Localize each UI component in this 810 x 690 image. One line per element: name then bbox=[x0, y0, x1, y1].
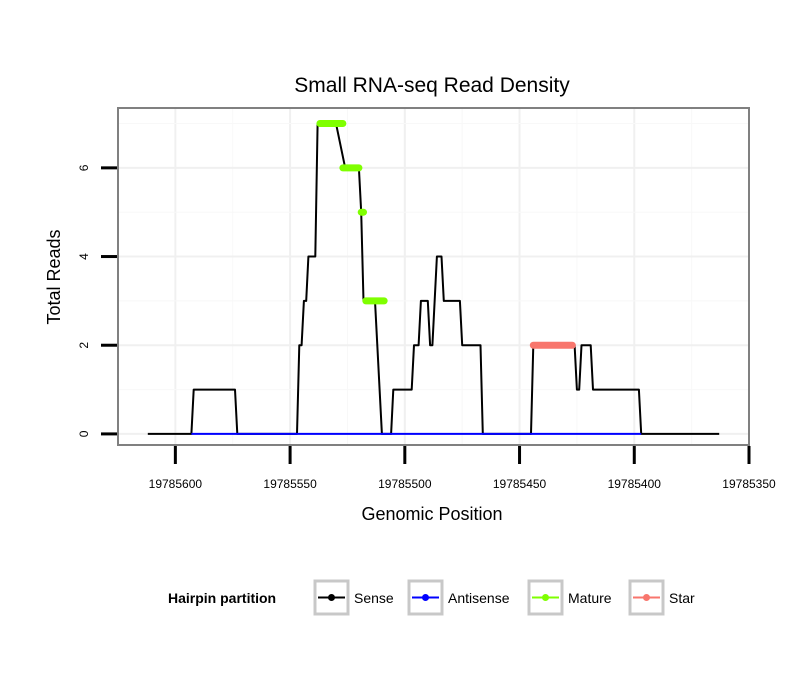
y-axis: 0 2 4 6 bbox=[77, 164, 117, 437]
legend-key-point bbox=[328, 594, 335, 601]
y-axis-title: Total Reads bbox=[44, 229, 64, 324]
y-tick-label: 2 bbox=[77, 342, 91, 349]
x-tick-label: 19785350 bbox=[722, 477, 776, 491]
plot-border bbox=[117, 107, 750, 446]
x-tick-label: 19785550 bbox=[263, 477, 317, 491]
x-axis-title: Genomic Position bbox=[361, 504, 502, 524]
x-tick-label: 19785500 bbox=[378, 477, 432, 491]
legend-key-point bbox=[542, 594, 549, 601]
chart-title: Small RNA-seq Read Density bbox=[294, 74, 570, 97]
plot-background bbox=[118, 108, 749, 445]
legend-items: Sense Antisense Mature Star bbox=[313, 579, 695, 616]
y-tick-label: 0 bbox=[77, 430, 91, 437]
y-tick-label: 6 bbox=[77, 164, 91, 171]
plot-panel bbox=[117, 107, 750, 446]
legend-key-point bbox=[643, 594, 650, 601]
legend-title: Hairpin partition bbox=[168, 590, 276, 606]
legend-label-star: Star bbox=[669, 590, 695, 606]
x-tick-label: 19785600 bbox=[149, 477, 203, 491]
legend-label-sense: Sense bbox=[354, 590, 394, 606]
legend: Hairpin partition Sense Antisense Mature St… bbox=[168, 579, 695, 616]
data-series bbox=[147, 120, 720, 435]
legend-label-antisense: Antisense bbox=[448, 590, 510, 606]
x-axis: 19785600 19785550 19785500 19785450 19785400… bbox=[149, 446, 776, 491]
x-tick-label: 19785400 bbox=[608, 477, 662, 491]
legend-key-point bbox=[422, 594, 429, 601]
x-tick-label: 19785450 bbox=[493, 477, 547, 491]
legend-label-mature: Mature bbox=[568, 590, 612, 606]
y-tick-label: 4 bbox=[77, 253, 91, 260]
sense-series-line bbox=[147, 122, 720, 435]
